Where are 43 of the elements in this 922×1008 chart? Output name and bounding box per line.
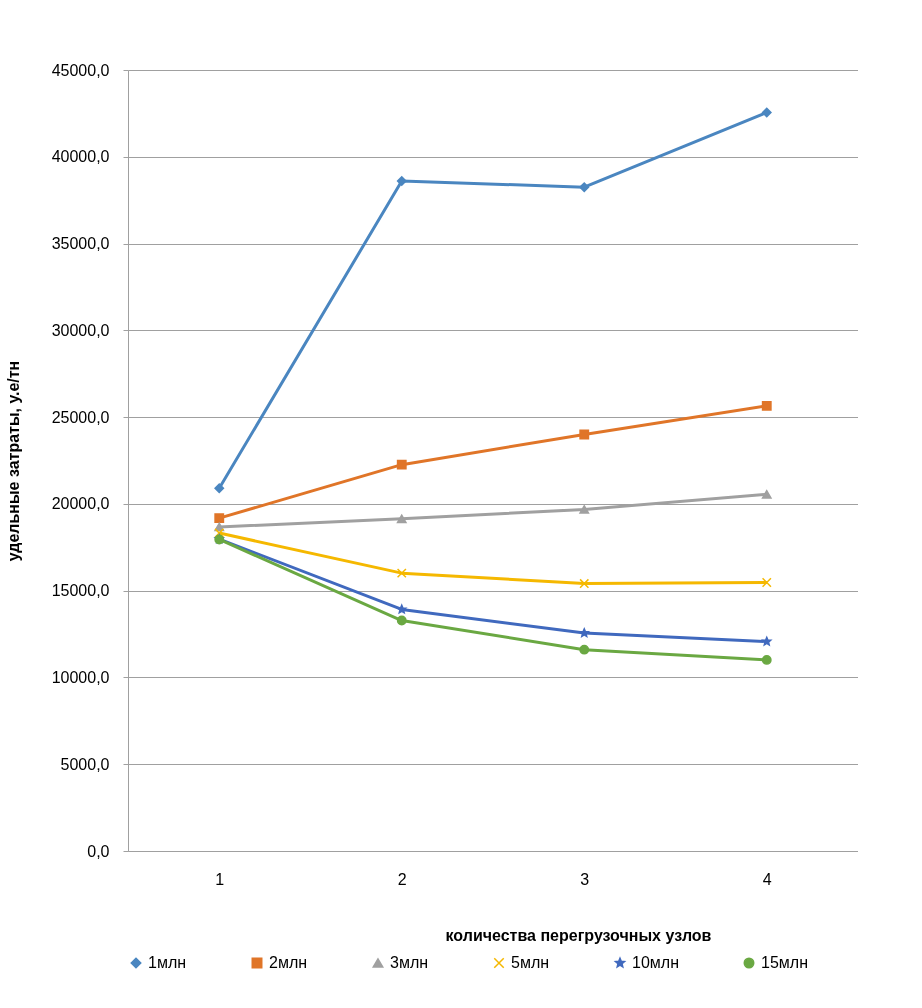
point [214,483,225,494]
legend-label: 5млн [511,954,550,971]
y-tick-label: 5000,0 [60,755,110,773]
y-tick-label: 15000,0 [51,582,110,600]
point [214,513,225,524]
y-tick-label: 10000,0 [51,668,110,686]
legend-label: 3млн [390,954,429,971]
x-tick-label: 2 [397,870,407,888]
point [761,400,772,411]
point [397,604,407,614]
x-tick-label: 3 [580,870,590,888]
y-tick-label: 40000,0 [51,148,110,166]
x-axis-title: количества перегрузочных узлов [445,926,712,944]
point [579,505,590,514]
point [396,514,407,524]
y-tick-label: 0,0 [87,842,110,860]
point [579,628,589,638]
legend-label: 1млн [148,954,187,971]
x-tick-label: 1 [215,870,225,888]
point [579,429,590,440]
point [396,176,407,187]
point [761,107,772,118]
legend-label: 2млн [269,954,308,971]
point [761,654,772,665]
point [214,528,225,538]
point [762,636,772,646]
point [579,644,590,655]
legend-label: 15млн [761,954,808,971]
point [579,578,590,589]
y-tick-label: 30000,0 [51,321,110,339]
y-tick-label: 45000,0 [51,61,110,79]
point [761,489,772,499]
y-tick-label: 25000,0 [51,408,110,426]
point [396,459,407,470]
point [396,615,407,626]
y-axis-title: удельные затраты, у.е/тн [4,360,22,562]
y-tick-label: 35000,0 [51,235,110,253]
point [579,182,590,193]
legend-label: 10млн [632,954,679,971]
point [396,568,407,579]
x-tick-label: 4 [762,870,772,888]
point [761,577,772,588]
y-tick-label: 20000,0 [51,495,110,513]
